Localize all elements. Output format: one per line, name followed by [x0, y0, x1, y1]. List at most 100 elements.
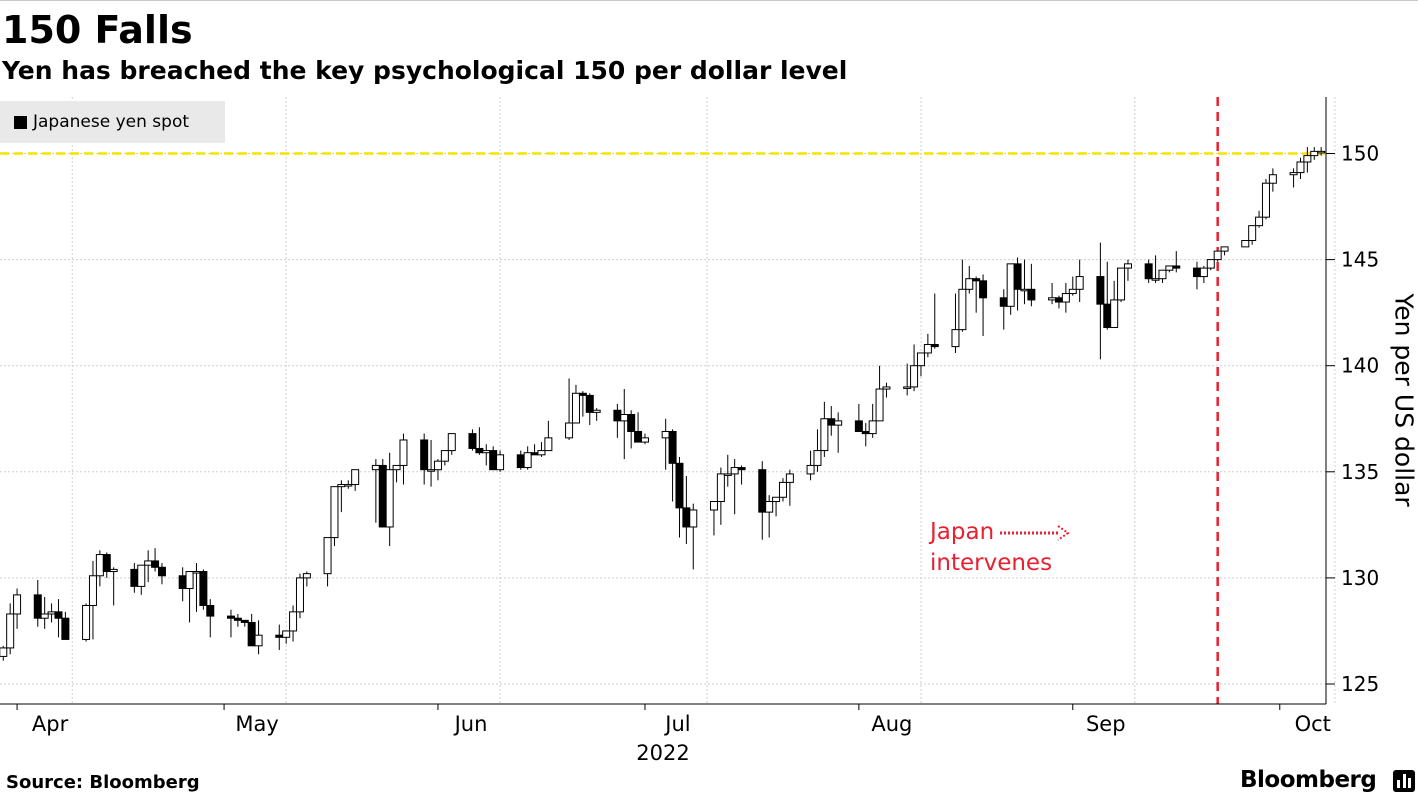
candle-body [157, 566, 166, 577]
y-axis-title: Yen per US dollar [1389, 293, 1418, 507]
chart-subtitle: Yen has breached the key psychological 1… [2, 56, 848, 85]
candle-body [1310, 150, 1319, 157]
x-tick-label: Oct [1295, 712, 1331, 736]
candle-body [689, 509, 698, 528]
source-note: Source: Bloomberg [6, 772, 200, 793]
candle-body [544, 437, 553, 452]
candle-body [199, 571, 208, 606]
x-tick-label: Sep [1086, 712, 1126, 736]
candle-body [1206, 259, 1215, 269]
candle-body [482, 450, 491, 454]
candle-body [6, 613, 15, 649]
candle-body [254, 634, 263, 647]
candle-body [33, 594, 42, 619]
candle-body [427, 469, 436, 472]
candle-body [1103, 303, 1112, 329]
candle-body [634, 430, 643, 443]
intervention-annotation: Japan intervenes [930, 517, 1076, 579]
candle-body [1158, 269, 1167, 280]
candle-body [1241, 240, 1250, 248]
candle-body [668, 430, 677, 464]
candle-body [923, 343, 932, 354]
candle-body [47, 611, 56, 615]
candle-body [185, 571, 194, 590]
candle-body [330, 486, 339, 539]
candle-body [765, 501, 774, 513]
candle-body [640, 437, 649, 443]
candle-body [1317, 150, 1326, 154]
annotation-line-1: Japan [930, 519, 995, 545]
candle-body [102, 554, 111, 573]
candle-body [516, 454, 525, 469]
candle-body [109, 568, 118, 573]
legend-label: Japanese yen spot [33, 112, 190, 132]
candle-body [1172, 265, 1181, 269]
candle-body [1096, 276, 1105, 305]
candle-body [530, 452, 539, 456]
candle-body [951, 329, 960, 348]
candle-body [585, 394, 594, 413]
candle-body [1117, 267, 1126, 301]
candle-body [834, 420, 843, 426]
brand-wordmark: Bloomberg [1240, 767, 1377, 793]
candle-body [675, 462, 684, 509]
candle-body [1261, 182, 1270, 218]
candle-body [178, 575, 187, 590]
annotation-line-2: intervenes [930, 550, 1053, 576]
candle-body [1296, 161, 1305, 174]
candle-body [861, 430, 870, 435]
candle-body [1110, 299, 1119, 329]
y-tick-label: 140 [1341, 354, 1379, 378]
candle-body [0, 647, 8, 657]
candle-body [1192, 267, 1201, 278]
candle-body [137, 564, 146, 587]
candle-body [226, 615, 235, 619]
candle-body [565, 422, 574, 439]
candle-body [399, 439, 408, 466]
candle-body [337, 484, 346, 488]
candle-body [385, 469, 394, 528]
candle-body [440, 450, 449, 462]
candle-body [1213, 250, 1222, 261]
candle-body [1165, 265, 1174, 271]
top-rule [0, 0, 1418, 1]
candle-body [682, 507, 691, 528]
candle-body [130, 568, 139, 587]
candle-body [806, 464, 815, 475]
candle-body [965, 278, 974, 290]
y-tick-label: 150 [1341, 142, 1379, 166]
candle-body [730, 467, 739, 475]
candle-body [820, 418, 829, 452]
candle-body [709, 501, 718, 511]
candle-body [447, 433, 456, 452]
candle-body [289, 611, 298, 632]
candle-body [82, 604, 91, 640]
candle-body [344, 484, 353, 487]
candle-body [392, 464, 401, 471]
legend-swatch [14, 116, 27, 129]
bloomberg-bars-icon [1393, 770, 1415, 792]
candle-body [40, 613, 49, 619]
candle-body [1013, 263, 1022, 290]
candle-body [958, 288, 967, 331]
candle-body [351, 469, 360, 486]
candle-body [903, 386, 912, 389]
candle-body [88, 575, 97, 606]
x-tick-label: Jul [663, 712, 690, 736]
y-tick-label: 125 [1341, 672, 1379, 696]
candle-body [868, 420, 877, 435]
candle-body [95, 554, 104, 577]
candle-body [489, 450, 498, 471]
candle-body [371, 464, 380, 471]
candle-body [206, 604, 215, 617]
candle-body [378, 464, 387, 528]
candle-body [613, 409, 622, 422]
candle-body [496, 454, 505, 471]
candle-body [433, 460, 442, 471]
candle-body [54, 611, 63, 619]
candle-body [537, 450, 546, 456]
candle-body [930, 343, 939, 348]
candle-body [716, 473, 725, 503]
candle-body [1068, 288, 1077, 295]
